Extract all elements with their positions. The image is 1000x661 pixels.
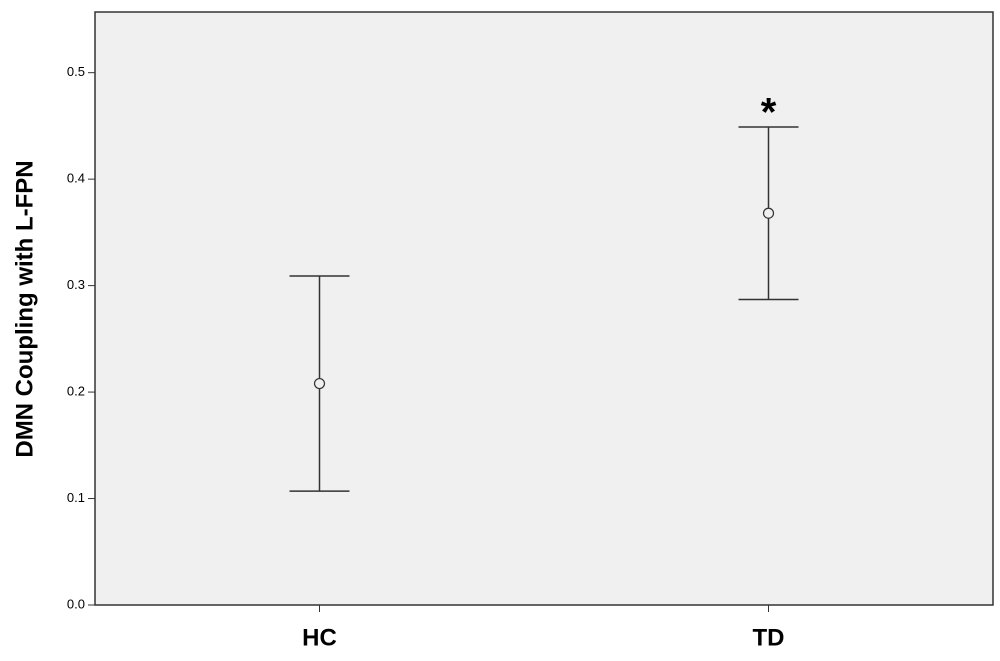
y-tick-label: 0.4 [67,171,85,186]
y-tick-label: 0.5 [67,64,85,79]
x-tick-label: HC [302,624,337,651]
y-tick-label: 0.2 [67,384,85,399]
plot-area [94,11,994,606]
mean-marker [313,377,326,390]
significance-annotation: * [761,91,777,135]
mean-marker [762,207,775,219]
y-tick-label: 0.0 [67,596,85,611]
y-tick-label: 0.3 [67,277,85,292]
x-tick-label: TD [753,624,785,651]
y-tick-label: 0.1 [67,490,85,505]
y-axis-label: DMN Coupling with L-FPN [11,160,38,457]
